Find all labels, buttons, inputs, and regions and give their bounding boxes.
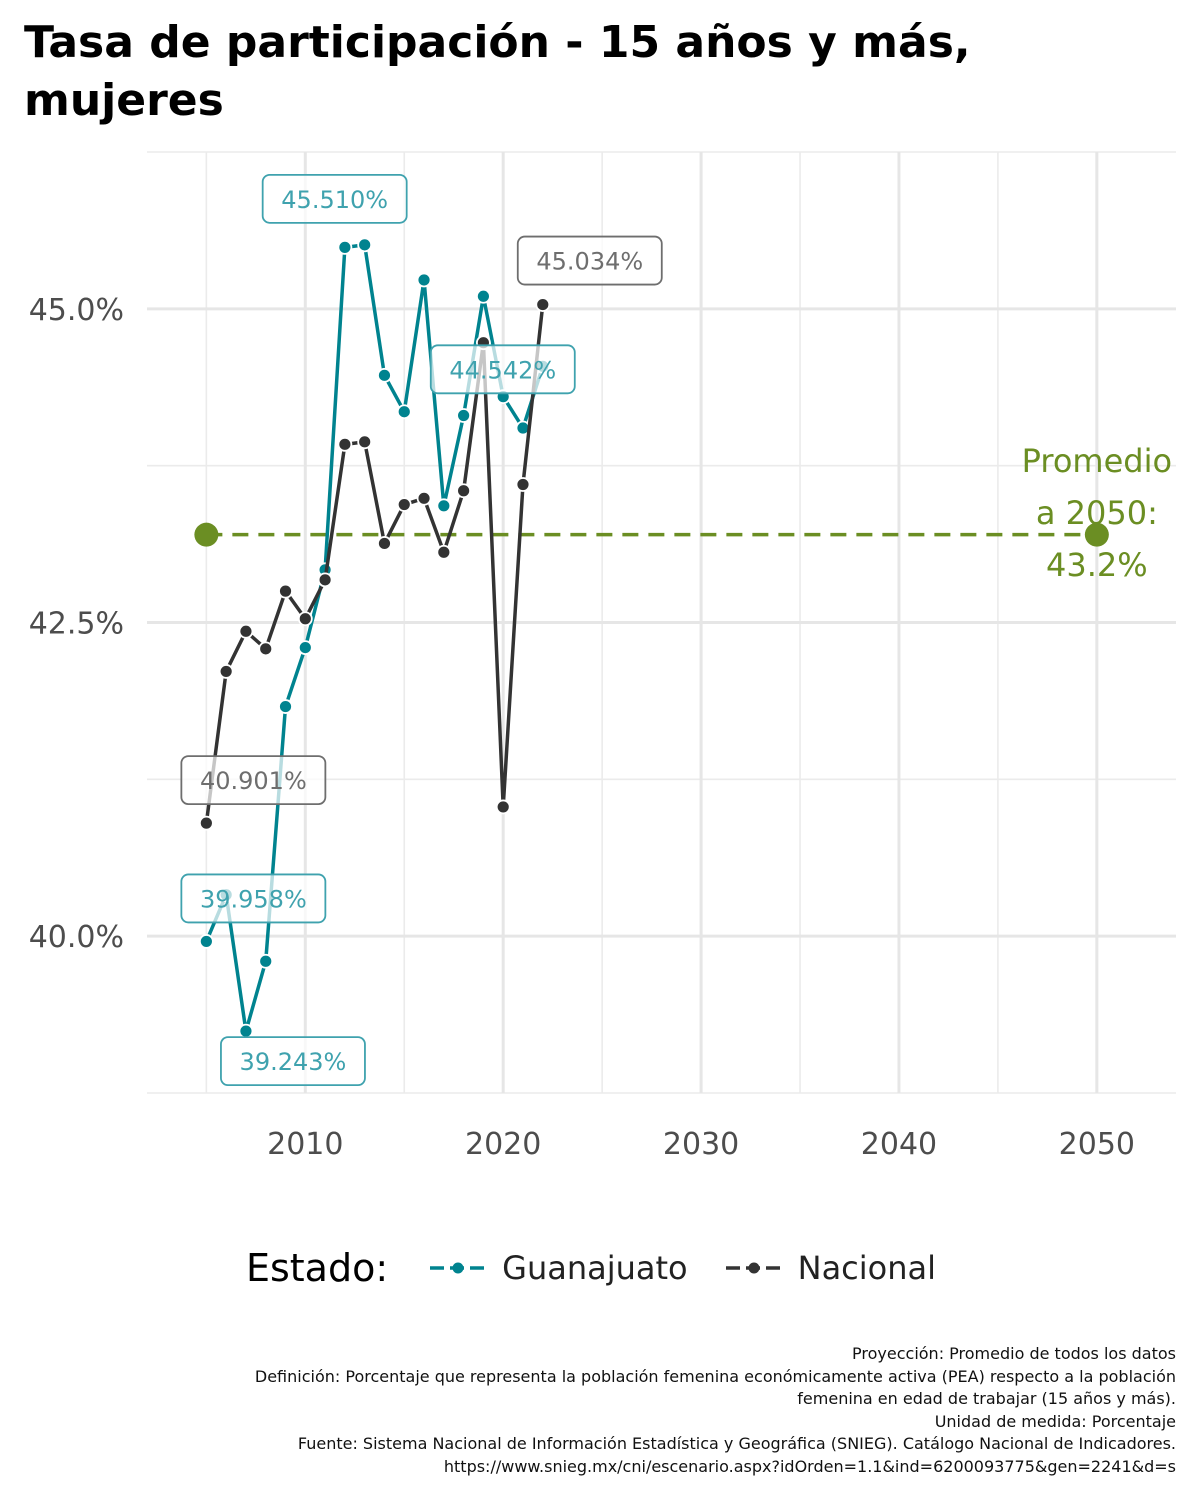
data-point-nacional xyxy=(297,611,313,627)
chart-area: 2010 2020 2030 2040 2050 40.0% 42.5% 45.0% Prom… xyxy=(29,151,1176,1162)
data-label: 44.542% xyxy=(449,356,556,384)
data-point-nacional xyxy=(357,434,373,450)
projection-layer: Promedio a 2050: 43.2% xyxy=(194,442,1172,584)
x-tick-label: 2010 xyxy=(267,1127,343,1162)
data-point-guanajuato xyxy=(476,288,491,304)
x-tick-label: 2040 xyxy=(861,1127,937,1162)
projection-point xyxy=(194,522,219,547)
data-point-nacional xyxy=(416,490,432,506)
data-point-nacional xyxy=(198,815,214,831)
y-tick-label: 42.5% xyxy=(29,607,124,642)
data-label: 45.510% xyxy=(281,186,388,214)
data-label-box xyxy=(261,173,408,224)
projection-label: 43.2% xyxy=(1046,546,1148,584)
data-point-nacional xyxy=(238,623,254,639)
legend-title: Estado: xyxy=(245,1246,389,1290)
legend-item-nacional: Nacional xyxy=(724,1249,936,1287)
data-point-nacional xyxy=(258,641,274,657)
data-point-guanajuato xyxy=(337,239,353,255)
legend-key-nacional xyxy=(725,1262,782,1274)
data-label-box xyxy=(220,1036,366,1087)
caption-line: Definición: Porcentaje que representa la… xyxy=(254,1366,1176,1386)
caption-line: Proyección: Promedio de todos los datos xyxy=(852,1344,1176,1363)
data-point-guanajuato xyxy=(297,640,313,655)
projection-label: a 2050: xyxy=(1036,494,1158,532)
data-label-layer: 45.510% 44.542% 39.958% 39.243% 45.034% 40.90… xyxy=(180,173,663,1087)
data-point-nacional xyxy=(495,799,511,815)
data-point-nacional xyxy=(436,544,452,560)
legend-label-nacional: Nacional xyxy=(797,1249,937,1287)
data-point-nacional xyxy=(535,297,551,312)
caption-line: https://www.snieg.mx/cni/escenario.aspx?… xyxy=(443,1456,1176,1476)
caption-line: femenina en edad de trabajar (15 años y … xyxy=(797,1389,1176,1408)
data-point-guanajuato xyxy=(258,953,274,969)
axis-layer: 2010 2020 2030 2040 2050 40.0% 42.5% 45.0% xyxy=(29,293,1135,1162)
series-line-guanajuato xyxy=(204,243,545,1033)
data-point-nacional xyxy=(377,536,392,551)
data-point-nacional xyxy=(515,477,531,492)
data-point-nacional xyxy=(278,583,293,599)
projection-point xyxy=(1084,522,1109,547)
legend-item-guanajuato: Guanajuato xyxy=(428,1249,688,1287)
data-label-box xyxy=(429,344,576,395)
caption-line: Fuente: Sistema Nacional de Información … xyxy=(297,1434,1176,1453)
x-tick-label: 2030 xyxy=(663,1127,739,1162)
data-point-guanajuato xyxy=(456,408,472,423)
data-label: 39.243% xyxy=(240,1048,347,1076)
legend-label-guanajuato: Guanajuato xyxy=(502,1249,688,1287)
caption: Proyección: Promedio de todos los datos … xyxy=(26,1343,1176,1478)
data-label-box xyxy=(180,873,327,924)
data-point-guanajuato xyxy=(198,934,214,949)
legend: Estado: Guanajuato Nacional xyxy=(0,1238,1200,1298)
data-point-nacional xyxy=(317,572,333,588)
series-layer xyxy=(198,237,551,1039)
x-tick-label: 2020 xyxy=(465,1127,541,1162)
projection-label: Promedio xyxy=(1022,442,1172,480)
data-point-nacional xyxy=(218,664,234,679)
data-point-guanajuato xyxy=(396,404,412,420)
chart-title: Tasa de participación - 15 años y más, m… xyxy=(24,17,971,126)
data-point-nacional xyxy=(337,436,353,452)
data-label: 39.958% xyxy=(200,885,307,913)
data-label-box xyxy=(516,235,663,286)
caption-line: Unidad de medida: Porcentaje xyxy=(934,1411,1176,1431)
legend-key-guanajuato xyxy=(430,1262,487,1274)
data-point-guanajuato xyxy=(377,367,392,383)
data-label-box xyxy=(180,755,327,806)
data-point-guanajuato xyxy=(436,498,452,514)
y-tick-label: 45.0% xyxy=(29,293,124,328)
data-point-guanajuato xyxy=(416,272,432,288)
grid-layer xyxy=(147,151,1176,1094)
data-label: 45.034% xyxy=(536,248,643,276)
data-label: 40.901% xyxy=(200,767,307,795)
data-point-guanajuato xyxy=(357,237,373,253)
data-point-nacional xyxy=(456,483,472,499)
data-point-nacional xyxy=(396,497,412,512)
y-tick-label: 40.0% xyxy=(29,920,124,955)
data-point-guanajuato xyxy=(278,699,293,714)
data-point-guanajuato xyxy=(238,1023,254,1039)
x-tick-label: 2050 xyxy=(1059,1127,1135,1162)
